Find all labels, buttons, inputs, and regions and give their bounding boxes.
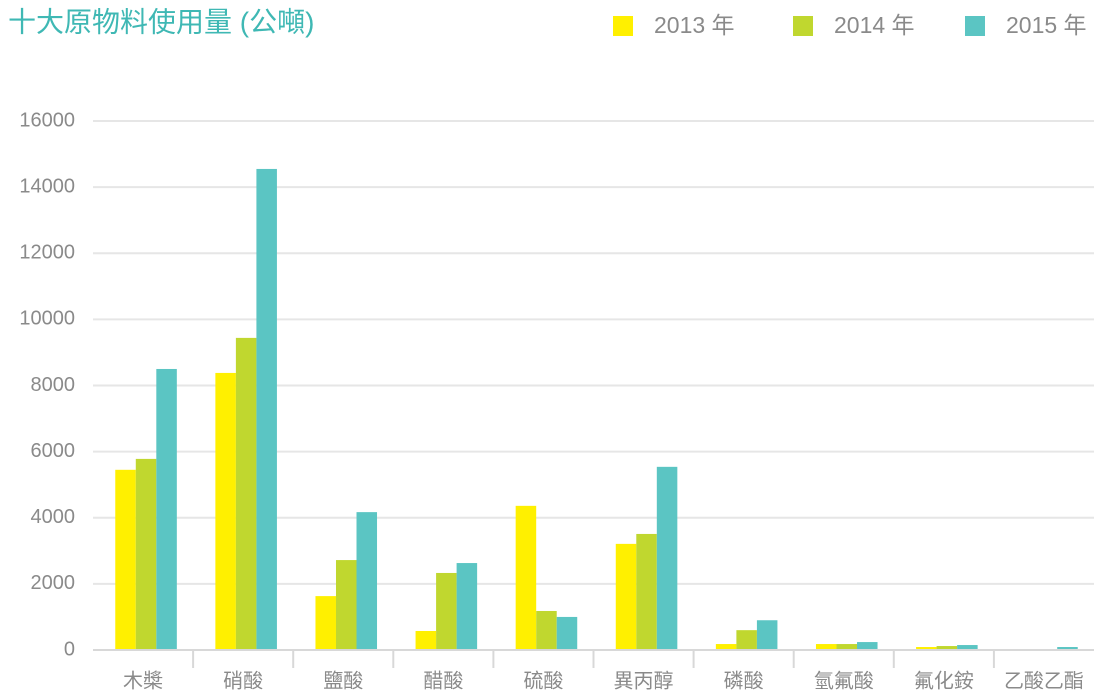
bar xyxy=(256,168,277,651)
bar xyxy=(115,469,136,650)
bar xyxy=(215,372,236,650)
bar xyxy=(515,505,537,650)
bar xyxy=(556,616,578,650)
bar xyxy=(715,644,737,650)
chart-title: 十大原物料使用量 (公噸) xyxy=(8,6,314,37)
legend-label: 2015 年 xyxy=(1006,12,1087,38)
bar xyxy=(1057,647,1078,650)
bar xyxy=(815,644,837,650)
y-tick-label: 0 xyxy=(64,638,75,660)
bar xyxy=(615,543,637,650)
bar xyxy=(636,533,657,650)
bar xyxy=(156,368,177,650)
bar xyxy=(656,466,678,650)
x-tick-label: 氟化銨 xyxy=(914,669,974,692)
x-tick-label: 氫氟酸 xyxy=(814,669,874,692)
x-tick-label: 異丙醇 xyxy=(614,669,674,692)
bar xyxy=(456,563,478,650)
x-tick-label: 磷酸 xyxy=(724,669,764,692)
bar xyxy=(135,458,157,650)
x-tick-label: 硫酸 xyxy=(523,669,563,692)
x-tick-label: 木槳 xyxy=(123,669,163,692)
bar xyxy=(936,646,958,650)
bar xyxy=(756,620,778,650)
y-tick-label: 6000 xyxy=(31,440,76,462)
legend-swatch xyxy=(613,16,633,36)
bar xyxy=(957,645,978,650)
x-tick-label: 醋酸 xyxy=(423,669,463,692)
y-tick-label: 12000 xyxy=(19,242,75,264)
legend-swatch xyxy=(965,16,985,36)
y-tick-label: 16000 xyxy=(19,109,75,131)
bar xyxy=(335,560,357,650)
y-tick-label: 14000 xyxy=(19,175,75,197)
bar xyxy=(436,572,457,650)
bar xyxy=(235,337,257,650)
bar xyxy=(836,644,858,650)
legend-label: 2013 年 xyxy=(654,12,735,38)
bar xyxy=(857,642,878,650)
bar xyxy=(315,596,336,650)
x-tick-label: 鹽酸 xyxy=(323,669,363,692)
y-tick-label: 8000 xyxy=(31,374,76,396)
y-tick-label: 2000 xyxy=(31,572,76,594)
legend-swatch xyxy=(793,16,813,36)
bar xyxy=(736,630,757,650)
bar xyxy=(415,630,437,650)
bar xyxy=(356,512,378,650)
y-tick-label: 4000 xyxy=(31,506,76,528)
bar xyxy=(916,647,937,650)
bar xyxy=(536,610,557,650)
y-tick-label: 10000 xyxy=(19,308,75,330)
x-tick-label: 硝酸 xyxy=(223,669,263,692)
legend-label: 2014 年 xyxy=(834,12,915,38)
x-tick-label: 乙酸乙酯 xyxy=(1004,669,1084,692)
